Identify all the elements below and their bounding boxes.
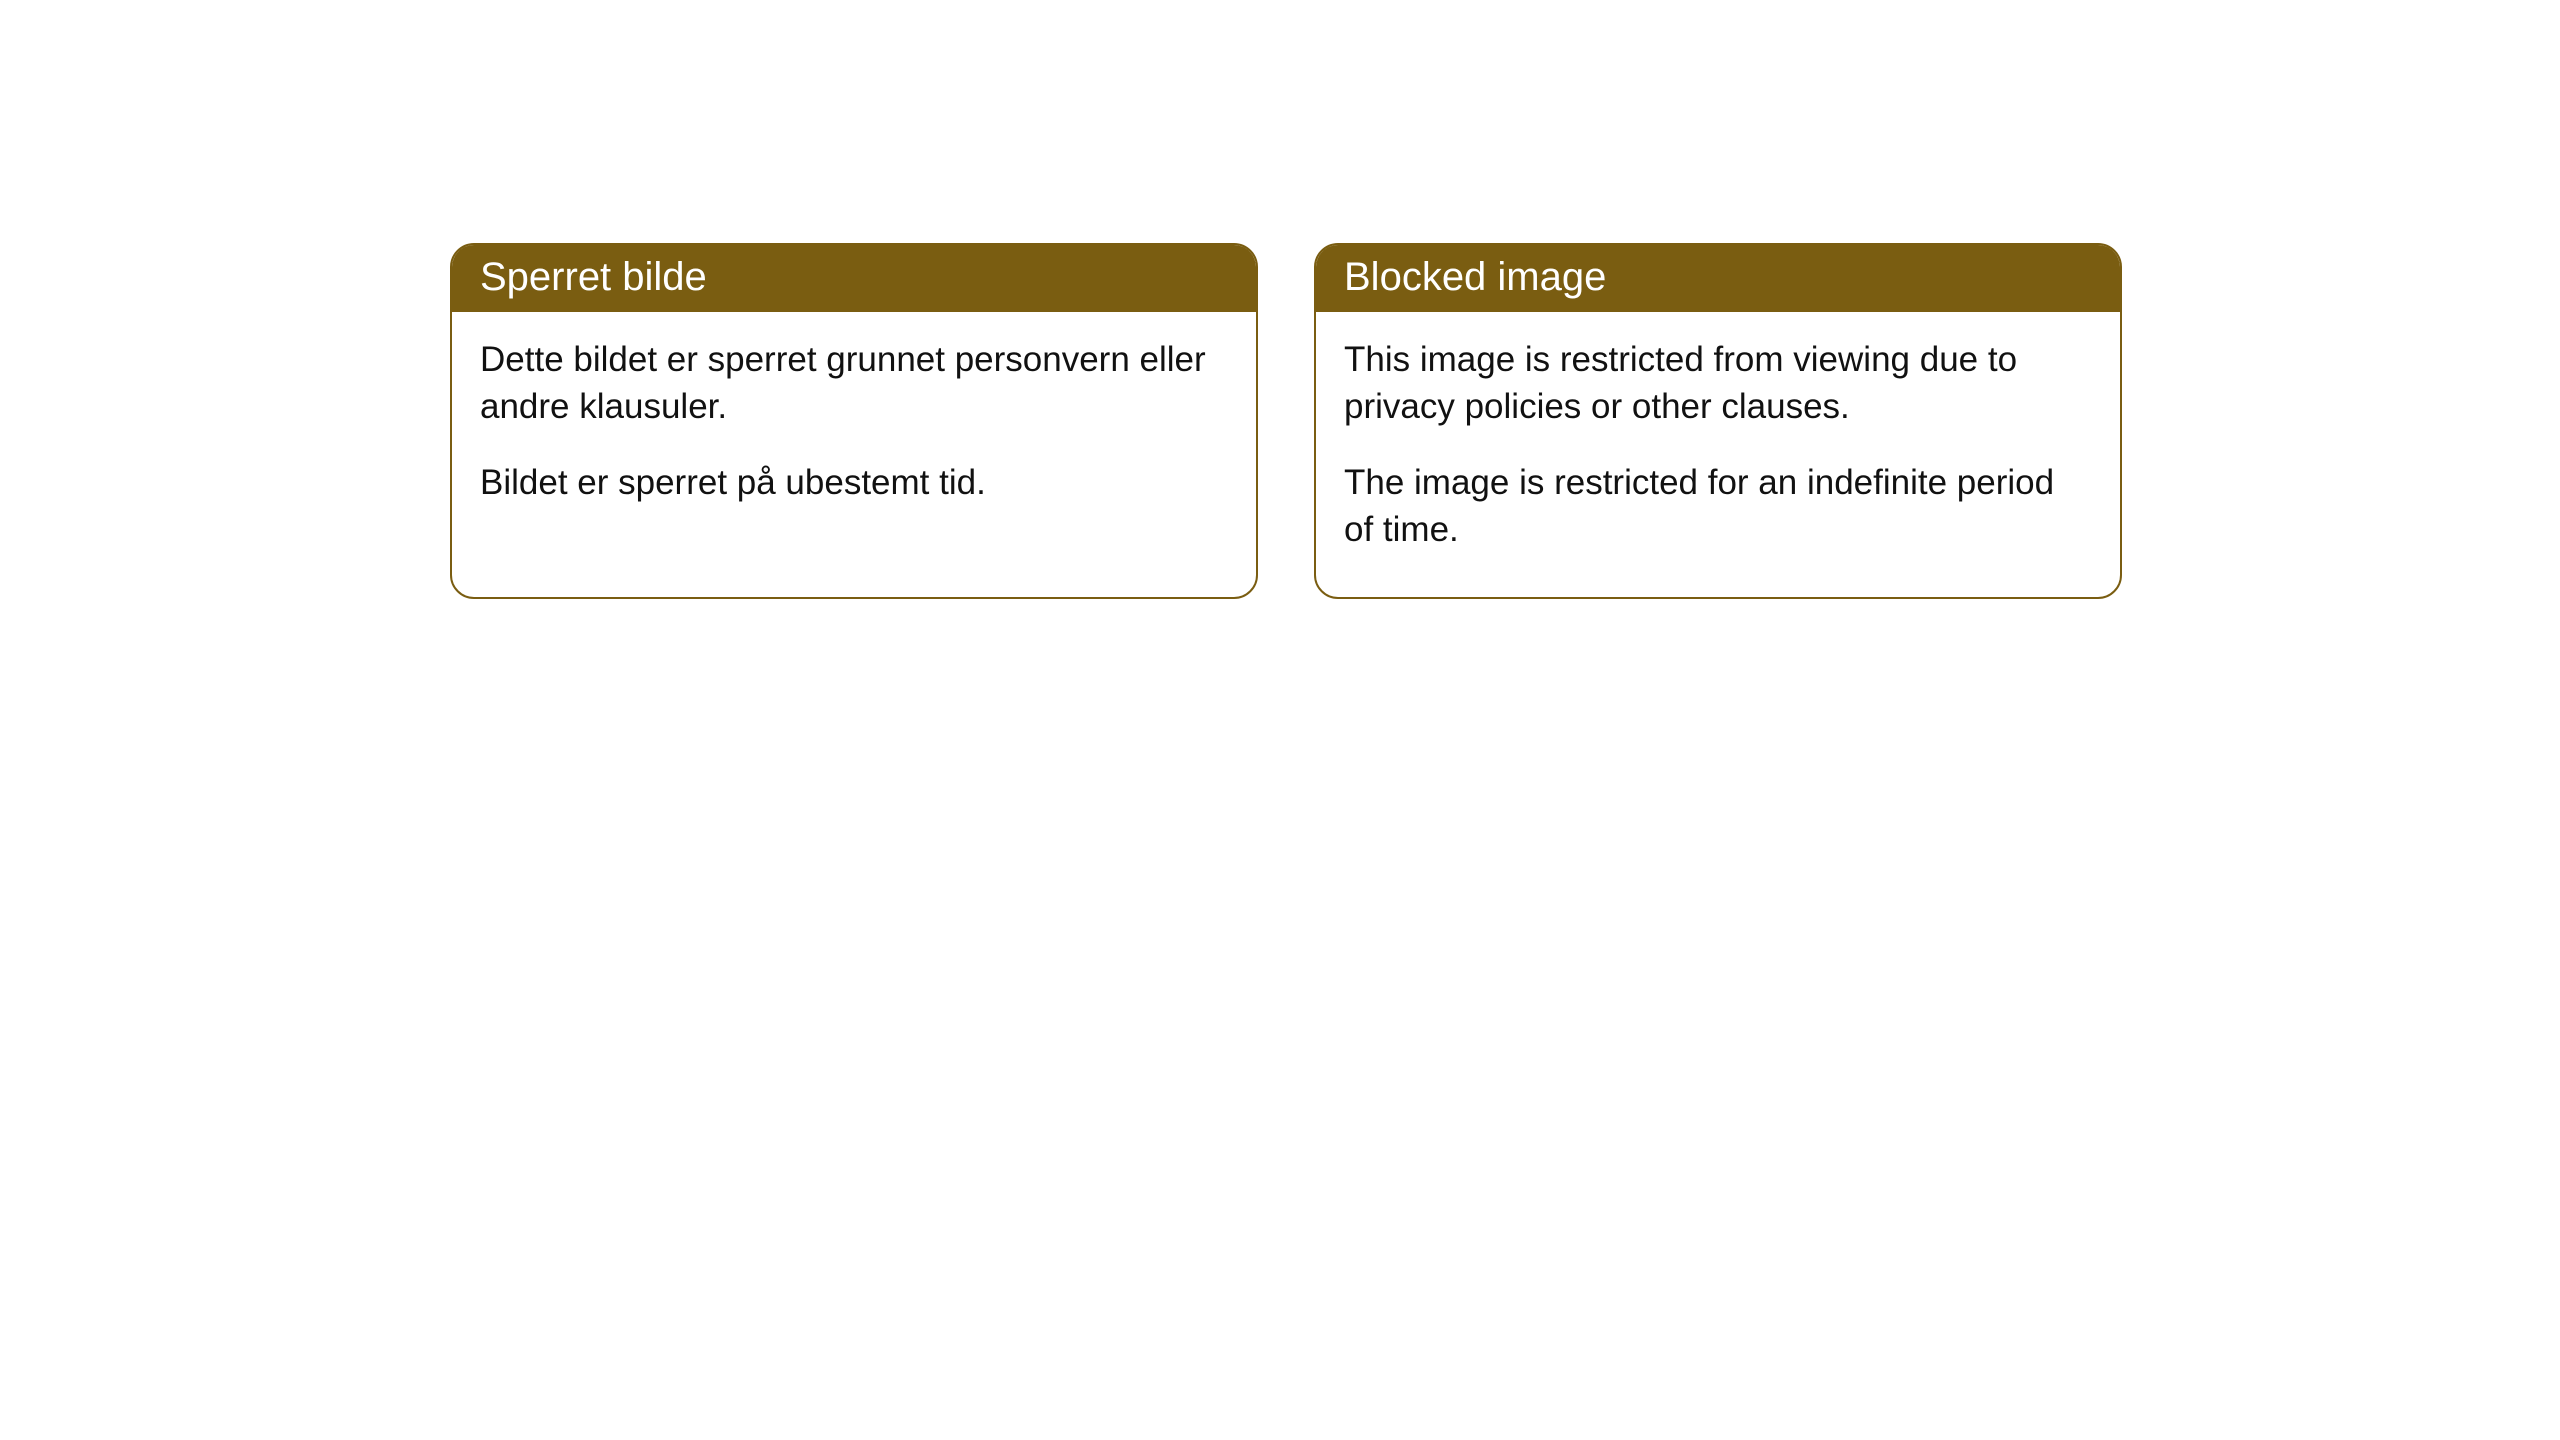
- card-body-english: This image is restricted from viewing du…: [1316, 312, 2120, 597]
- card-text-norwegian-1: Dette bildet er sperret grunnet personve…: [480, 336, 1228, 431]
- card-title-norwegian: Sperret bilde: [452, 245, 1256, 312]
- notice-container: Sperret bilde Dette bildet er sperret gr…: [450, 243, 2122, 599]
- card-text-english-2: The image is restricted for an indefinit…: [1344, 459, 2092, 554]
- blocked-image-card-norwegian: Sperret bilde Dette bildet er sperret gr…: [450, 243, 1258, 599]
- card-text-english-1: This image is restricted from viewing du…: [1344, 336, 2092, 431]
- blocked-image-card-english: Blocked image This image is restricted f…: [1314, 243, 2122, 599]
- card-body-norwegian: Dette bildet er sperret grunnet personve…: [452, 312, 1256, 550]
- card-text-norwegian-2: Bildet er sperret på ubestemt tid.: [480, 459, 1228, 506]
- card-title-english: Blocked image: [1316, 245, 2120, 312]
